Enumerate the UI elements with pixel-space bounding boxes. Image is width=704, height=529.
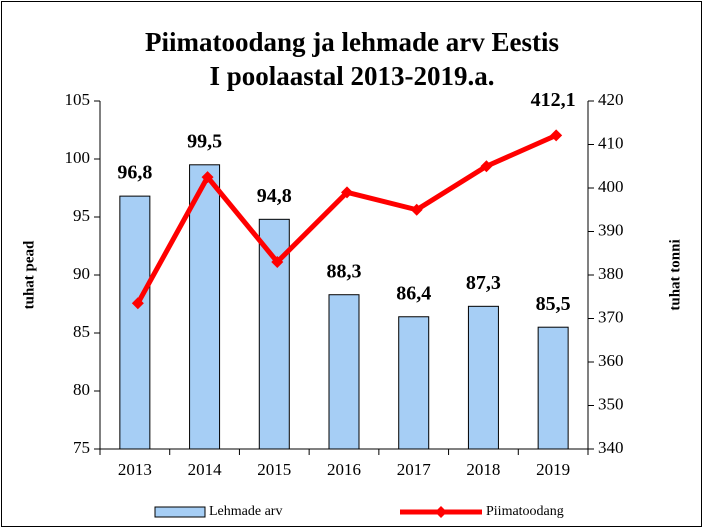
- data-label: 85,5: [536, 293, 571, 315]
- y-tick-label: 90: [73, 264, 90, 283]
- line-marker: [410, 203, 423, 216]
- data-label: 94,8: [257, 185, 292, 207]
- legend-label: Piimatoodang: [486, 504, 564, 519]
- y-tick-label: 95: [73, 206, 90, 225]
- data-label: 96,8: [117, 162, 152, 184]
- y2-tick-label: 400: [598, 177, 624, 196]
- x-tick-label: 2019: [536, 460, 570, 479]
- bar: [467, 305, 499, 450]
- y2-tick-label: 380: [598, 264, 624, 283]
- x-tick-label: 2013: [118, 460, 152, 479]
- y-tick-label: 80: [73, 380, 90, 399]
- y-tick-label: 105: [65, 90, 91, 109]
- line-marker: [271, 255, 284, 268]
- chart-title: I poolaastal 2013-2019.a.: [209, 61, 494, 91]
- data-label: 99,5: [187, 130, 222, 152]
- line-marker: [201, 171, 214, 184]
- legend-swatch: [154, 506, 206, 518]
- x-tick-label: 2016: [327, 460, 361, 479]
- bar: [537, 326, 569, 450]
- legend-label: Lehmade arv: [209, 504, 282, 519]
- data-label: 86,4: [396, 282, 431, 304]
- legend-marker: [435, 506, 447, 518]
- y2-tick-label: 340: [598, 438, 624, 457]
- x-tick-label: 2014: [188, 460, 223, 479]
- y2-axis-label: tuhat tonni: [667, 239, 683, 310]
- line-marker: [341, 186, 353, 199]
- y2-tick-label: 370: [598, 307, 624, 326]
- y2-tick-label: 360: [598, 351, 624, 370]
- x-tick-label: 2017: [397, 460, 432, 479]
- y-axis-label: tuhat pead: [21, 240, 37, 309]
- bar: [119, 195, 151, 450]
- y2-tick-label: 420: [598, 90, 624, 109]
- data-label: 88,3: [327, 260, 362, 282]
- y2-tick-label: 410: [598, 133, 624, 152]
- y2-tick-label: 390: [598, 220, 624, 239]
- line-marker: [480, 160, 493, 173]
- y-tick-label: 85: [73, 322, 90, 341]
- x-tick-label: 2015: [257, 460, 291, 479]
- x-tick-label: 2018: [466, 460, 500, 479]
- bar: [398, 316, 430, 450]
- y-tick-label: 100: [65, 148, 91, 167]
- y2-tick-label: 350: [598, 394, 624, 413]
- bar: [328, 294, 360, 450]
- data-label: 87,3: [466, 272, 501, 294]
- line-marker: [550, 129, 563, 142]
- y-tick-label: 75: [73, 438, 90, 457]
- bar: [189, 164, 221, 450]
- data-label: 412,1: [531, 89, 576, 111]
- chart-title: Piimatoodang ja lehmade arv Eestis: [145, 27, 559, 57]
- line-marker: [131, 297, 144, 310]
